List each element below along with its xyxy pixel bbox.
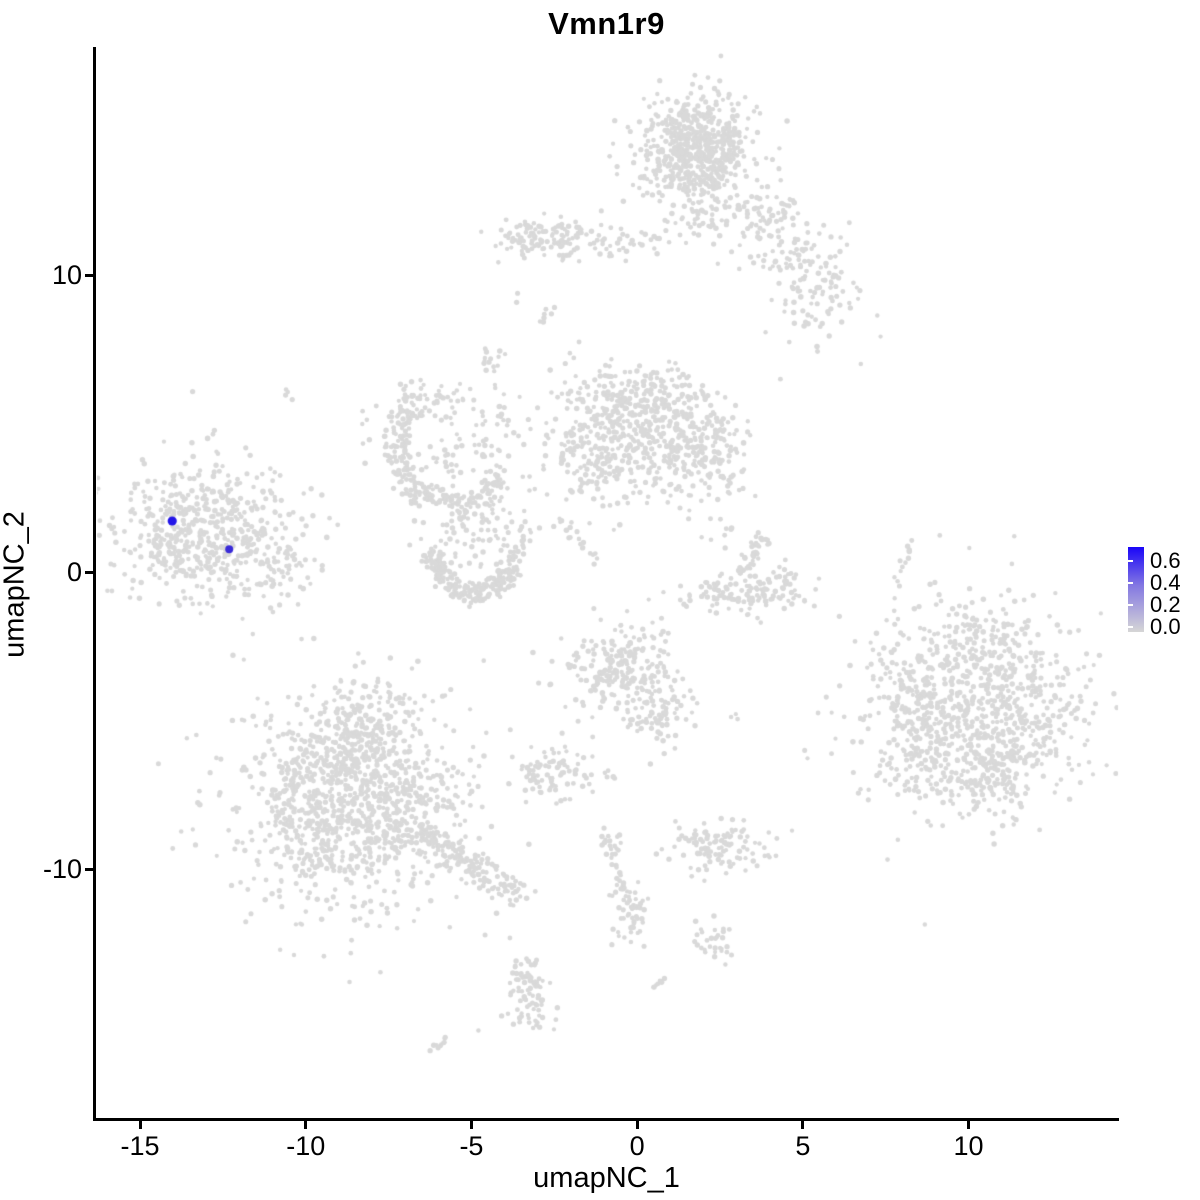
x-tick-mark	[469, 1121, 473, 1129]
legend-tick-label: 0.0	[1150, 614, 1181, 640]
y-axis-title: umapNC_2	[0, 511, 31, 658]
x-tick-label: 5	[795, 1131, 811, 1161]
legend-tick-mark	[1128, 582, 1133, 584]
legend-tick-mark	[1128, 626, 1133, 629]
x-tick-mark	[304, 1121, 308, 1129]
legend-tick-mark	[1128, 604, 1133, 607]
x-axis-title: umapNC_1	[533, 1162, 680, 1194]
legend-colorbar	[1128, 547, 1144, 632]
legend-tick-label: 0.2	[1150, 592, 1181, 618]
x-tick-mark	[967, 1121, 971, 1129]
chart-title: Vmn1r9	[548, 6, 665, 41]
x-tick-mark	[635, 1121, 639, 1129]
y-tick-mark	[85, 570, 93, 574]
legend-tick-label: 0.6	[1150, 547, 1181, 573]
x-tick-mark	[138, 1121, 142, 1129]
y-tick-mark	[85, 867, 93, 871]
legend-tick-label: 0.4	[1150, 570, 1181, 595]
y-tick-label: 10	[51, 260, 82, 291]
x-tick-label: -15	[120, 1131, 160, 1161]
x-axis-line	[93, 1118, 1119, 1121]
x-tick-mark	[801, 1121, 805, 1129]
x-tick-label: -10	[286, 1131, 326, 1161]
y-tick-label: 0	[66, 557, 82, 588]
legend-tick-mark	[1128, 559, 1133, 562]
y-tick-label: -10	[42, 854, 82, 885]
x-tick-label: -5	[459, 1131, 484, 1161]
y-axis-line	[93, 47, 96, 1121]
y-tick-mark	[85, 273, 93, 277]
x-tick-label: 0	[629, 1131, 645, 1161]
x-tick-label: 10	[953, 1131, 984, 1161]
